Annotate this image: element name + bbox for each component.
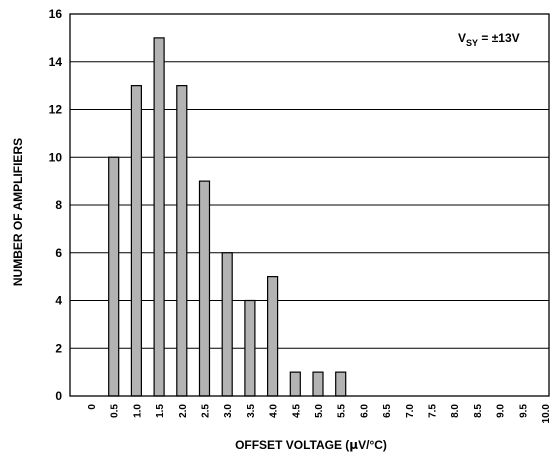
bar-0.5 (108, 156, 120, 397)
x-axis-title: OFFSET VOLTAGE (μV/°C) (235, 438, 387, 452)
bar-1.5 (153, 37, 165, 397)
bar-5.5 (335, 371, 347, 397)
y-tick-label: 0 (55, 389, 62, 403)
x-tick-label: 5.0 (314, 404, 325, 418)
bar-3.0 (221, 252, 233, 397)
x-tick-labels: 0 0.5 1.0 1.5 2.0 2.5 3.0 3.5 4.0 4.5 5.0 5.5 6.0 6.5… (87, 404, 552, 424)
x-tick-label: 9.5 (518, 404, 529, 418)
bar-2.0 (176, 85, 188, 397)
x-tick-label: 7.0 (405, 404, 416, 418)
y-tick-label: 14 (49, 55, 63, 69)
bar-2.5 (198, 180, 211, 397)
supply-voltage-annotation: VSY = ±13V (458, 31, 520, 48)
y-tick-labels: 0 2 4 6 8 10 12 14 16 (49, 7, 63, 403)
y-tick-label: 4 (55, 294, 62, 308)
x-tick-label: 1.5 (155, 404, 166, 418)
x-tick-label: 8.5 (473, 404, 484, 418)
x-tick-label: 0 (87, 404, 98, 410)
y-tick-label: 10 (49, 150, 63, 164)
plot-frame (69, 13, 550, 397)
x-tick-label: 3.5 (246, 404, 257, 418)
y-tick-label: 6 (55, 246, 62, 260)
x-tick-label: 3.0 (223, 404, 234, 418)
y-tick-label: 16 (49, 7, 63, 21)
x-tick-label: 6.0 (359, 404, 370, 418)
x-tick-label: 8.0 (450, 404, 461, 418)
x-tick-label: 7.5 (428, 404, 439, 418)
y-tick-label: 2 (55, 341, 62, 355)
bars (108, 37, 347, 397)
bar-4.5 (289, 371, 301, 397)
x-tick-label: 9.0 (496, 404, 507, 418)
x-tick-label: 10.0 (541, 404, 552, 424)
bar-4.0 (267, 276, 279, 397)
x-tick-label: 6.5 (382, 404, 393, 418)
x-tick-label: 1.0 (132, 404, 143, 418)
bar-3.5 (244, 299, 256, 397)
x-tick-label: 4.5 (291, 404, 302, 418)
bar-1.0 (130, 85, 142, 397)
y-tick-label: 12 (49, 103, 63, 117)
bar-5.0 (312, 371, 324, 397)
y-tick-label: 8 (55, 198, 62, 212)
x-tick-label: 2.5 (201, 404, 212, 418)
x-tick-label: 4.0 (269, 404, 280, 418)
grid-lines (70, 61, 549, 349)
x-tick-label: 0.5 (110, 404, 121, 418)
x-tick-label: 5.5 (337, 404, 348, 418)
y-axis-title: NUMBER OF AMPLIFIERS (11, 138, 25, 286)
x-tick-label: 2.0 (178, 404, 189, 418)
